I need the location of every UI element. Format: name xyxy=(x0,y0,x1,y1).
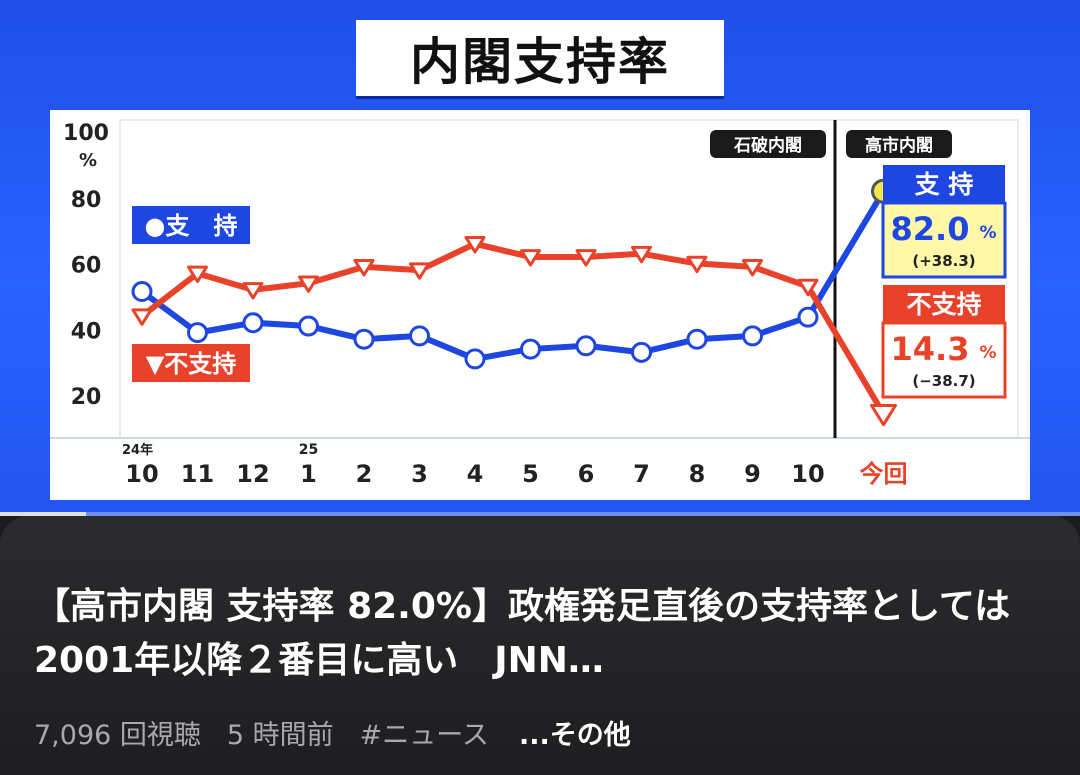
series-line-nonsupport xyxy=(140,240,887,416)
x-tick-label: 10 xyxy=(791,460,824,488)
video-meta: 7,096 回視聴 5 時間前 #ニュース ...その他 xyxy=(34,712,657,752)
nonsupport-box-header xyxy=(883,285,1005,323)
cabinet-badge-ishiba-label: 石破内閣 xyxy=(733,135,802,156)
support-value: 82.0 xyxy=(891,210,970,248)
nonsupport-point xyxy=(686,255,708,274)
chart-title-box: 内閣支持率 xyxy=(356,20,724,96)
nonsupport-point xyxy=(242,282,264,300)
support-point xyxy=(353,328,375,350)
nonsupport-box-label: 不支持 xyxy=(906,290,981,319)
nonsupport-point xyxy=(631,245,652,264)
y-tick-label: 100 xyxy=(63,121,109,146)
support-point xyxy=(631,341,652,363)
nonsupport-point xyxy=(353,259,375,277)
legend-support-box xyxy=(132,206,250,244)
x-tick-label: 11 xyxy=(181,460,214,488)
y-tick-label: 80 xyxy=(71,188,102,213)
x-tick-label: 3 xyxy=(411,460,428,488)
x-tick-label: 7 xyxy=(633,460,650,488)
upload-time: 5 時間前 xyxy=(226,719,334,751)
support-point xyxy=(131,281,153,303)
nonsupport-point xyxy=(409,262,430,280)
video-player[interactable]: 内閣支持率 20 40 60 80 100% 10 11 12 1 2 3 4 5 6 7 8 9 10 今回 24年… xyxy=(0,0,1080,516)
nonsupport-unit: % xyxy=(979,343,996,363)
support-box-header xyxy=(883,165,1005,203)
support-point xyxy=(187,322,208,344)
year-marker: 24年 xyxy=(122,442,153,458)
support-point xyxy=(464,348,486,370)
support-point xyxy=(242,312,264,334)
view-count: 7,096 回視聴 xyxy=(34,719,201,751)
chart-panel: 20 40 60 80 100% 10 11 12 1 2 3 4 5 6 7 8 9 10 今回 24年 25 石破内閣… xyxy=(50,110,1030,500)
support-point xyxy=(686,328,708,350)
y-unit-label: % xyxy=(79,150,97,171)
x-tick-label: 12 xyxy=(236,460,269,488)
nonsupport-point xyxy=(742,259,763,277)
year-marker: 25 xyxy=(299,442,318,458)
x-tick-label: 1 xyxy=(300,460,317,488)
hashtag-link[interactable]: #ニュース xyxy=(359,719,489,751)
cabinet-badge-takaichi-label: 高市内閣 xyxy=(865,135,933,156)
nonsupport-point xyxy=(187,265,208,284)
y-tick-label: 60 xyxy=(71,254,102,279)
x-tick-label: 5 xyxy=(522,460,539,488)
x-tick-label: 10 xyxy=(125,460,158,488)
support-box-label: 支 持 xyxy=(915,170,974,199)
x-tick-label: 4 xyxy=(467,460,484,488)
cabinet-badge-takaichi xyxy=(846,130,952,158)
support-box-body xyxy=(881,201,1007,279)
legend-nonsupport-box xyxy=(132,344,250,382)
support-point xyxy=(298,315,319,337)
video-info-panel: 【高市内閣 支持率 82.0%】政権発足直後の支持率としては2001年以降２番目… xyxy=(0,516,1080,775)
video-progress-fill xyxy=(0,512,87,516)
support-change: (+38.3) xyxy=(912,252,975,270)
nonsupport-box-body xyxy=(881,321,1007,399)
cabinet-badge-ishiba xyxy=(710,130,826,158)
legend-nonsupport-label: ▼不支持 xyxy=(146,350,236,378)
nonsupport-point xyxy=(298,275,319,293)
legend-support-label: ●支 持 xyxy=(145,212,238,240)
x-tick-label: 2 xyxy=(356,460,373,488)
y-tick-label: 20 xyxy=(71,385,102,410)
nonsupport-value: 14.3 xyxy=(891,330,970,368)
nonsupport-point xyxy=(464,236,486,254)
x-tick-label: 今回 xyxy=(860,460,908,488)
nonsupport-point xyxy=(131,308,153,326)
support-point xyxy=(797,306,819,328)
x-tick-label: 9 xyxy=(744,460,761,488)
support-point xyxy=(520,338,541,360)
nonsupport-point xyxy=(797,278,819,297)
video-title[interactable]: 【高市内閣 支持率 82.0%】政権発足直後の支持率としては2001年以降２番目… xyxy=(34,586,1011,681)
nonsupport-point xyxy=(575,249,597,267)
chart-title: 内閣支持率 xyxy=(410,33,670,91)
nonsupport-point xyxy=(520,249,541,267)
support-point xyxy=(742,325,763,347)
y-tick-label: 40 xyxy=(71,319,102,344)
support-point xyxy=(575,335,597,357)
nonsupport-point xyxy=(870,403,897,427)
support-unit: % xyxy=(979,223,996,243)
nonsupport-change: (−38.7) xyxy=(912,372,975,390)
more-button[interactable]: ...その他 xyxy=(518,719,631,751)
x-tick-label: 8 xyxy=(689,460,706,488)
video-progress-bar[interactable] xyxy=(0,512,1080,516)
support-point xyxy=(409,325,430,347)
x-tick-label: 6 xyxy=(578,460,595,488)
